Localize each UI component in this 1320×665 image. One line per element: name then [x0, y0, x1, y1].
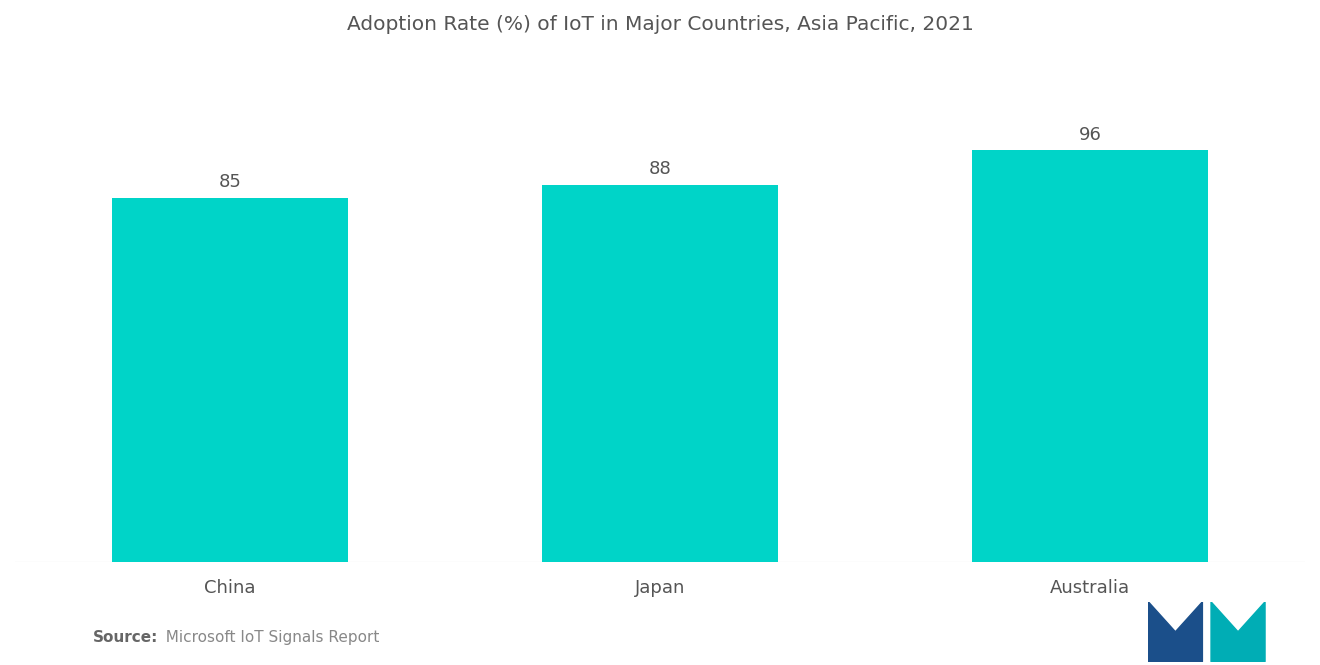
Bar: [541, 185, 779, 562]
Text: 96: 96: [1078, 126, 1101, 144]
Text: Microsoft IoT Signals Report: Microsoft IoT Signals Report: [156, 630, 379, 645]
Title: Adoption Rate (%) of IoT in Major Countries, Asia Pacific, 2021: Adoption Rate (%) of IoT in Major Countr…: [347, 15, 973, 34]
Text: 88: 88: [648, 160, 672, 178]
Bar: [112, 198, 348, 562]
Text: Source:: Source:: [92, 630, 158, 645]
Text: 85: 85: [219, 173, 242, 191]
Polygon shape: [1148, 602, 1203, 662]
Polygon shape: [1210, 602, 1265, 662]
Bar: [972, 150, 1208, 562]
